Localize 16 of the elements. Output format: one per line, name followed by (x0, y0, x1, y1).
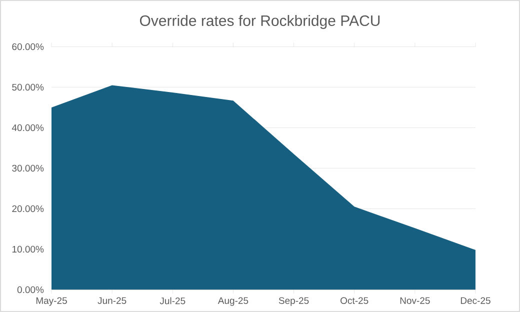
x-tick-label: Aug-25 (218, 297, 248, 306)
y-tick-label: 20.00% (12, 205, 44, 212)
y-tick-label: 60.00% (12, 43, 44, 50)
y-tick-label: 50.00% (12, 84, 44, 91)
x-tick-label: May-25 (36, 297, 67, 306)
x-tick-label: Oct-25 (340, 297, 368, 304)
x-tick-label: Sep-25 (278, 297, 309, 306)
y-tick-label: 0.00% (17, 286, 44, 294)
x-tick-label: Nov-25 (400, 297, 430, 304)
x-tick-label: Jul-25 (160, 297, 186, 304)
y-tick-label: 30.00% (12, 164, 44, 172)
chart-title: Override rates for Rockbridge PACU (140, 15, 380, 29)
y-tick-label: 40.00% (12, 124, 44, 132)
x-tick-label: Jun-25 (98, 297, 126, 304)
y-tick-label: 10.00% (12, 246, 44, 253)
x-tick-label: Dec-25 (460, 297, 490, 304)
